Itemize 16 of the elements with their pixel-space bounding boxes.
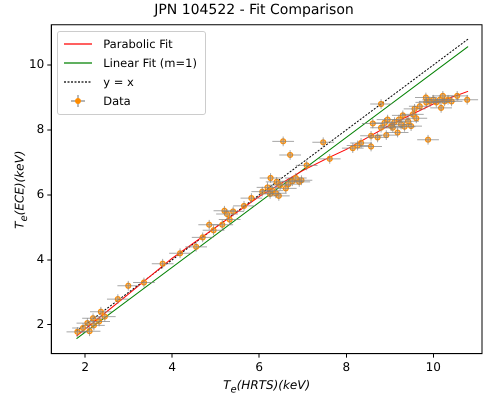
legend-label: y = x: [103, 75, 134, 90]
y-tick-label: 6: [36, 187, 44, 202]
y-tick-label: 8: [36, 122, 44, 136]
chart-title: JPN 104522 - Fit Comparison: [153, 2, 354, 18]
legend-label: Parabolic Fit: [103, 37, 173, 52]
x-tick-label: 8: [342, 360, 350, 374]
y-tick-label: 2: [36, 316, 44, 331]
x-tick-label: 10: [426, 360, 441, 374]
y-tick-label: 10: [28, 57, 44, 72]
legend-label: Linear Fit (m=1): [103, 56, 197, 70]
x-axis-title: T$_{e}$(HRTS)(keV): [223, 378, 310, 396]
x-tick-label: 2: [81, 360, 90, 374]
legend-label: Data: [103, 94, 131, 108]
x-tick-label: 6: [255, 360, 264, 374]
x-tick-label: 4: [168, 360, 176, 374]
y-tick-label: 4: [36, 252, 44, 266]
